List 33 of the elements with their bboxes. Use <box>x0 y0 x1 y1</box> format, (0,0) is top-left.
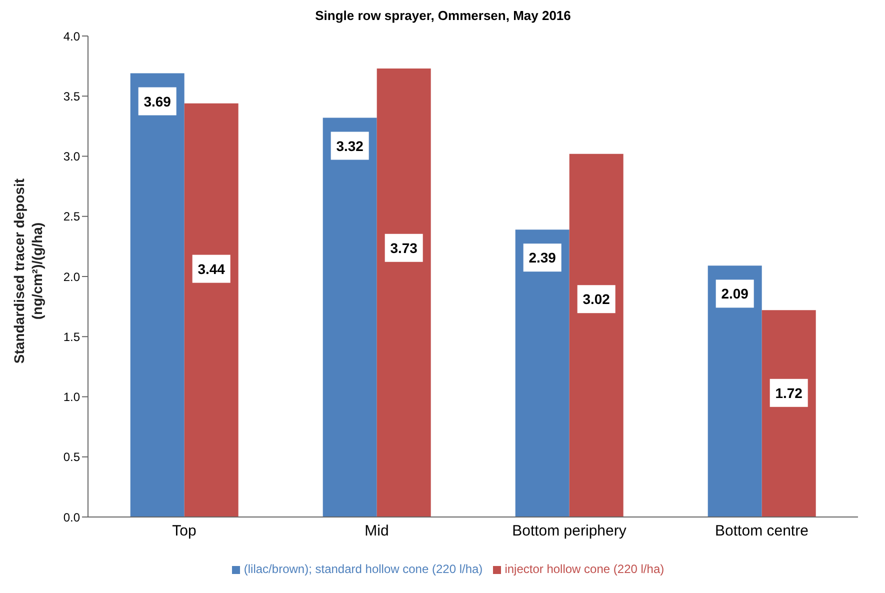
data-label: 3.02 <box>582 291 610 308</box>
data-label: 1.72 <box>775 384 803 401</box>
data-label: 2.09 <box>721 286 749 302</box>
x-tick-label: Bottom centre <box>715 522 808 540</box>
y-tick-label: 0.5 <box>63 450 80 464</box>
bar <box>708 266 762 517</box>
y-axis-title: Standardised tracer deposit (ng/cm²)/(g/ha) <box>11 178 45 364</box>
data-label: 3.69 <box>144 93 172 110</box>
bar <box>130 73 184 517</box>
data-label: 3.32 <box>336 138 364 154</box>
x-tick-label: Top <box>172 522 196 540</box>
bar <box>515 230 570 517</box>
x-tick-label: Bottom periphery <box>512 522 627 540</box>
bar <box>376 68 431 517</box>
y-tick-label: 3.5 <box>63 89 80 104</box>
y-tick-label: 1.0 <box>63 390 80 404</box>
bar <box>569 154 624 517</box>
x-tick-label: Mid <box>364 522 389 540</box>
chart-title: Single row sprayer, Ommersen, May 2016 <box>314 8 572 25</box>
data-label: 3.44 <box>198 260 226 277</box>
bar <box>762 310 816 517</box>
bar <box>322 118 377 517</box>
y-tick-label: 1.5 <box>63 330 80 344</box>
bar <box>184 103 238 517</box>
y-tick-label: 0.0 <box>63 510 80 524</box>
y-tick-label: 2.5 <box>63 210 80 224</box>
y-tick-label: 4.0 <box>63 29 80 44</box>
legend-label: injector hollow cone (220 l/ha) <box>504 562 664 576</box>
data-label: 3.73 <box>390 240 418 256</box>
legend-label: (lilac/brown); standard hollow cone (220 l/ha) <box>244 562 483 576</box>
data-label: 2.39 <box>528 250 556 266</box>
y-tick-label: 2.0 <box>63 270 80 284</box>
y-tick-label: 3.0 <box>63 150 80 164</box>
